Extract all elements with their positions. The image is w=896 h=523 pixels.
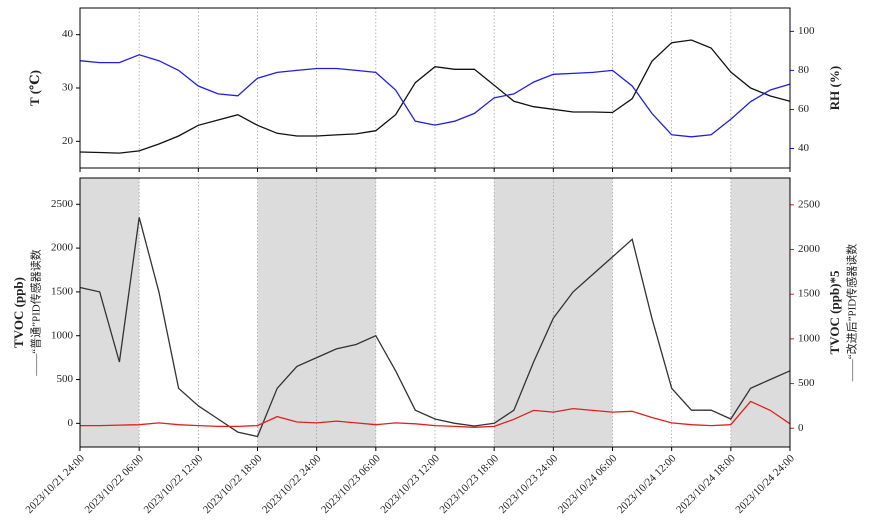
x-tick-label: 2023/10/22 12:00 bbox=[142, 452, 206, 516]
x-tick-label: 2023/10/21 24:00 bbox=[23, 452, 87, 516]
y-axis-label: TVOC (ppb) bbox=[11, 277, 26, 348]
y2-tick-label: 2000 bbox=[798, 243, 821, 255]
series-line bbox=[80, 400, 791, 428]
shaded-span bbox=[730, 178, 790, 447]
y-tick-label: 40 bbox=[62, 28, 74, 40]
x-tick-label: 2023/10/22 06:00 bbox=[82, 452, 146, 516]
plot-frame bbox=[79, 7, 791, 169]
y-tick-label: 30 bbox=[62, 82, 74, 94]
y-axis-label: T (℃) bbox=[27, 70, 42, 106]
y2-tick-label: 1500 bbox=[798, 288, 821, 300]
x-tick-label: 2023/10/23 24:00 bbox=[497, 452, 561, 516]
y-axis-note: ——“普通”PID传感器读数 bbox=[29, 249, 43, 377]
y2-axis-note: ——“改进后”PID传感器读数 bbox=[845, 244, 859, 383]
x-tick-label: 2023/10/24 18:00 bbox=[674, 452, 738, 516]
y2-tick-label: 100 bbox=[798, 25, 815, 37]
y2-tick-label: 40 bbox=[798, 142, 810, 154]
y2-tick-label: 500 bbox=[798, 377, 815, 389]
x-tick-label: 2023/10/24 24:00 bbox=[733, 452, 797, 516]
series-line bbox=[79, 217, 791, 438]
y-tick-label: 2000 bbox=[51, 242, 74, 254]
series-line bbox=[79, 39, 791, 154]
x-tick-label: 2023/10/23 12:00 bbox=[378, 452, 442, 516]
y-tick-label: 500 bbox=[57, 373, 74, 385]
y2-tick-label: 2500 bbox=[798, 198, 821, 210]
y2-tick-label: 80 bbox=[798, 64, 810, 76]
x-tick-label: 2023/10/23 18:00 bbox=[437, 452, 501, 516]
x-tick-label: 2023/10/22 24:00 bbox=[260, 452, 324, 516]
y2-axis-label: RH (%) bbox=[827, 66, 842, 110]
y2-axis-label: TVOC (ppb)*5 bbox=[827, 270, 842, 354]
shaded-span bbox=[80, 178, 140, 447]
x-tick-label: 2023/10/24 06:00 bbox=[556, 452, 620, 516]
x-tick-label: 2023/10/24 12:00 bbox=[615, 452, 679, 516]
plot-frame bbox=[79, 177, 791, 448]
y-tick-label: 2500 bbox=[51, 198, 74, 210]
y-tick-label: 1000 bbox=[51, 329, 74, 341]
y-tick-label: 1500 bbox=[51, 285, 74, 297]
x-tick-label: 2023/10/23 06:00 bbox=[319, 452, 383, 516]
y-tick-label: 0 bbox=[68, 417, 74, 429]
y2-tick-label: 1000 bbox=[798, 332, 821, 344]
y2-tick-label: 60 bbox=[798, 103, 810, 115]
series-line bbox=[79, 54, 791, 138]
x-tick-label: 2023/10/22 18:00 bbox=[201, 452, 265, 516]
y2-tick-label: 0 bbox=[798, 422, 804, 434]
y-tick-label: 20 bbox=[62, 135, 74, 147]
